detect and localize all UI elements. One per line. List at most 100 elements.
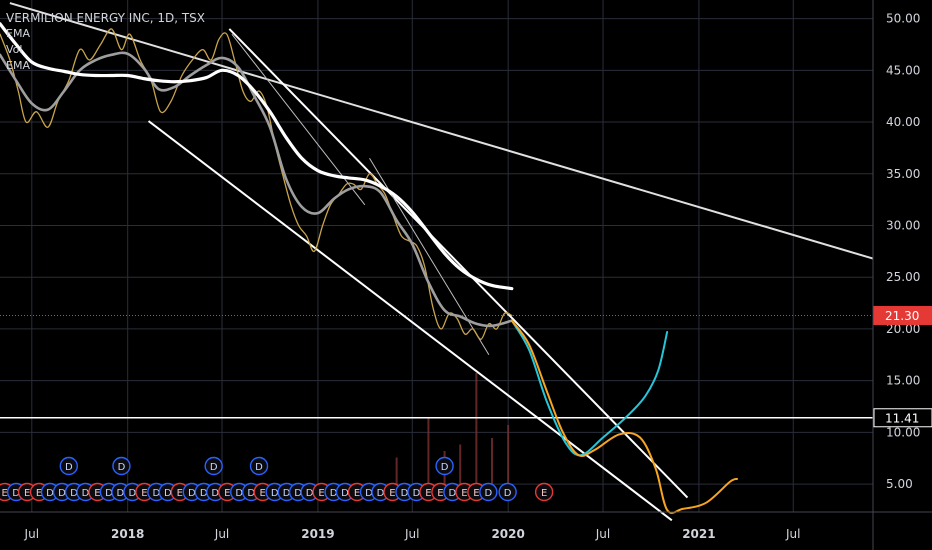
chart-legend: VERMILION ENERGY INC, 1D, TSX EMA Vol EM…	[6, 10, 205, 74]
dividend-marker-label: D	[365, 488, 373, 499]
last-price-badge-label: 21.30	[885, 309, 919, 323]
dividend-marker-label: D	[413, 488, 421, 499]
earnings-marker-label: E	[473, 488, 479, 499]
chart-lines	[0, 2, 874, 522]
volume-bar	[427, 418, 430, 490]
dividend-marker-label: D	[58, 488, 66, 499]
dividend-marker-label: D	[82, 488, 90, 499]
dividend-marker-label: D	[330, 488, 338, 499]
dividend-marker-label: D	[70, 488, 78, 499]
dividend-marker-label: D	[235, 488, 243, 499]
earnings-marker-label: E	[260, 488, 266, 499]
y-tick-label: 35.00	[886, 167, 920, 181]
dividend-marker-label: D	[153, 488, 161, 499]
dividend-marker-label: D	[65, 462, 73, 473]
x-tick-label: Jul	[24, 527, 39, 541]
last-price-badge-bg	[873, 305, 932, 325]
level-badge-bg	[873, 408, 932, 428]
dividend-marker-label: D	[188, 488, 196, 499]
series-ema-slow	[0, 22, 514, 291]
dividend-marker	[112, 456, 131, 476]
y-tick-label: 45.00	[886, 63, 920, 77]
series-forecast-down	[510, 319, 738, 514]
dividend-marker-label: D	[105, 488, 113, 499]
earnings-marker-label: E	[94, 488, 100, 499]
dividend-marker-label: D	[449, 488, 457, 499]
dividend-marker-label: D	[117, 488, 125, 499]
dividend-marker-label: D	[200, 488, 208, 499]
earnings-marker-label: E	[461, 488, 467, 499]
event-markers: D D D D DE D E E D D D D E D D D E D D E D D D E D D E D D D D E D D E D D E D…	[0, 456, 554, 502]
earnings-marker-label: E	[224, 488, 230, 499]
y-tick-label: 40.00	[886, 115, 920, 129]
legend-item-ema[interactable]: EMA	[6, 27, 30, 40]
dividend-marker-label: D	[255, 462, 263, 473]
dividend-marker-label: D	[401, 488, 409, 499]
legend-title: VERMILION ENERGY INC, 1D, TSX	[6, 11, 206, 25]
x-tick-label: 2018	[111, 527, 144, 541]
legend-item-ema-slow[interactable]: EMA	[6, 59, 30, 72]
volume-bar	[475, 373, 478, 490]
earnings-marker-label: E	[36, 488, 42, 499]
dividend-marker-label: D	[377, 488, 385, 499]
x-tick-label: Jul	[785, 527, 800, 541]
y-tick-label: 10.00	[886, 425, 920, 439]
dividend-marker-label: D	[211, 488, 219, 499]
volume-bar	[395, 457, 398, 490]
earnings-marker	[534, 482, 554, 502]
volume-bar	[459, 444, 462, 490]
volume-bar	[491, 438, 494, 490]
earnings-marker-label: E	[389, 488, 395, 499]
dividend-marker-label: D	[485, 488, 493, 499]
level-badge-label: 11.41	[885, 411, 919, 425]
x-tick-label: Jul	[404, 527, 419, 541]
x-tick-label: 2019	[301, 527, 334, 541]
x-tick-label: 2020	[491, 527, 524, 541]
earnings-marker-label: E	[354, 488, 360, 499]
y-tick-label: 15.00	[886, 374, 920, 388]
y-tick-label: 5.00	[886, 477, 913, 491]
dividend-marker	[204, 456, 223, 476]
series-ema-fast	[0, 51, 514, 328]
dividend-marker	[479, 482, 498, 502]
legend-item-vol[interactable]: Vol	[6, 43, 23, 56]
volume-bar	[507, 425, 510, 490]
earnings-marker-label: E	[24, 488, 30, 499]
dividend-marker	[435, 456, 454, 476]
dividend-marker-label: D	[441, 462, 449, 473]
dividend-marker-label: D	[164, 488, 172, 499]
dividend-marker-label: D	[46, 488, 54, 499]
x-tick-label: Jul	[595, 527, 610, 541]
trend-line-resistance-long	[9, 2, 874, 260]
dividend-marker-label: D	[129, 488, 137, 499]
y-tick-label: 25.00	[886, 270, 920, 284]
earnings-marker-label: E	[177, 488, 183, 499]
earnings-marker-label: E	[141, 488, 147, 499]
dividend-marker-label: D	[294, 488, 302, 499]
trend-line-channel-top	[228, 28, 689, 499]
dividend-marker-label: D	[271, 488, 279, 499]
dividend-marker	[59, 456, 78, 476]
x-tick-label: 2021	[682, 527, 715, 541]
y-tick-label: 30.00	[886, 218, 920, 232]
dividend-marker	[498, 482, 517, 502]
dividend-marker-label: D	[504, 488, 512, 499]
dividend-marker	[249, 456, 269, 476]
dividend-marker-label: D	[341, 488, 349, 499]
earnings-marker-label: E	[318, 488, 324, 499]
y-tick-label: 50.00	[886, 12, 920, 26]
dividend-marker-label: D	[283, 488, 291, 499]
dividend-marker-label: D	[306, 488, 314, 499]
dividend-marker-label: D	[247, 488, 255, 499]
x-tick-label: Jul	[214, 527, 229, 541]
dividend-marker-label: D	[118, 462, 126, 473]
dividend-marker-label: D	[210, 462, 218, 473]
earnings-marker-label: E	[437, 488, 443, 499]
y-tick-label: 20.00	[886, 322, 920, 336]
dividend-marker-label: D	[12, 488, 20, 499]
earnings-marker-label: E	[425, 488, 431, 499]
series-forecast-up	[510, 319, 669, 457]
earnings-marker-label: E	[541, 488, 547, 499]
